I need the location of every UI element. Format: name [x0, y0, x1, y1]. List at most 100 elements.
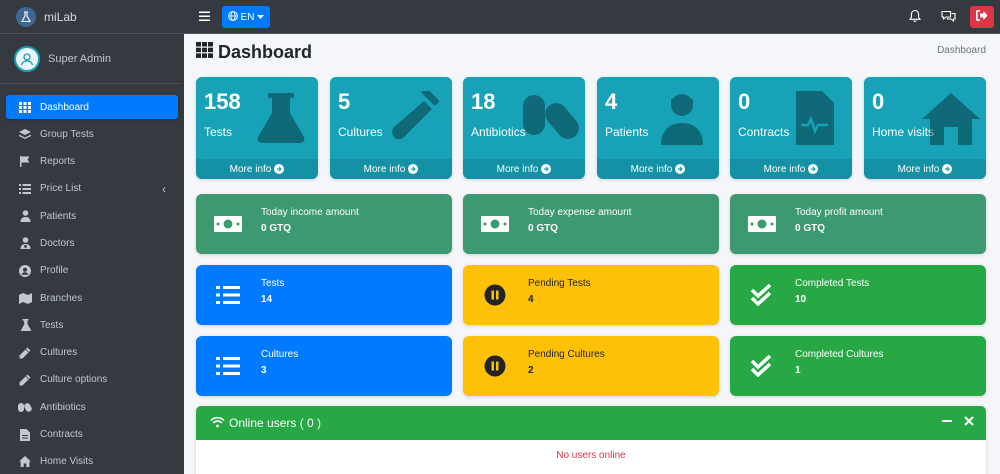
- stat-value: 0: [738, 89, 751, 114]
- sidebar-item-tests[interactable]: Tests: [6, 313, 178, 337]
- map-icon: [18, 292, 32, 304]
- sidebar-item-reports[interactable]: Reports: [6, 150, 178, 174]
- sidebar-item-doctors[interactable]: Doctors: [6, 231, 178, 255]
- sidebar-item-label: Profile: [40, 265, 69, 277]
- stat-label: Cultures: [338, 125, 383, 139]
- layers-icon: [18, 128, 32, 140]
- content-header: Dashboard Dashboard: [196, 42, 988, 66]
- home-icon: [922, 91, 980, 145]
- user-panel[interactable]: Super Admin: [0, 34, 180, 84]
- more-info-link[interactable]: More info: [463, 159, 585, 179]
- stat-value: 4: [605, 89, 618, 114]
- arrow-circle-right-icon: [541, 164, 552, 174]
- sidebar-item-label: Doctors: [40, 237, 75, 249]
- more-info-link[interactable]: More info: [864, 159, 986, 179]
- stat-label: Patients: [605, 125, 649, 139]
- sidebar-item-cultures[interactable]: Cultures: [6, 341, 178, 365]
- arrow-circle-right-icon: [942, 164, 953, 174]
- info-box-expense: Today expense amount 0 GTQ: [463, 194, 719, 254]
- info-value: 0 GTQ: [528, 223, 559, 234]
- stat-label: Antibiotics: [471, 125, 526, 139]
- minus-icon[interactable]: [942, 415, 952, 429]
- sidebar-item-home-visits[interactable]: Home Visits: [6, 450, 178, 474]
- info-box-cultures: Cultures 3: [196, 336, 452, 396]
- sidebar-item-antibiotics[interactable]: Antibiotics: [6, 395, 178, 419]
- doctor-icon: [18, 237, 32, 250]
- arrow-circle-right-icon: [675, 164, 686, 174]
- list-icon: [18, 183, 32, 195]
- home-icon: [18, 456, 32, 468]
- sidebar-item-price-list[interactable]: Price List ‹: [6, 177, 178, 201]
- sidebar-item-group-tests[interactable]: Group Tests: [6, 122, 178, 146]
- info-box-income: Today income amount 0 GTQ: [196, 194, 452, 254]
- topbar: EN: [184, 0, 1000, 34]
- info-box-pending-cultures: Pending Cultures 2: [463, 336, 719, 396]
- vial-icon: [388, 87, 442, 145]
- more-info-link[interactable]: More info: [597, 159, 719, 179]
- breadcrumb[interactable]: Dashboard: [937, 45, 986, 56]
- info-box-completed-cultures: Completed Cultures 1: [730, 336, 986, 396]
- arrow-circle-right-icon: [408, 164, 419, 174]
- info-title: Today income amount: [261, 207, 359, 218]
- stat-value: 5: [338, 89, 351, 114]
- money-icon: [210, 208, 246, 240]
- info-value: 14: [261, 294, 273, 305]
- more-info-label: More info: [897, 163, 940, 175]
- stat-box-tests: 158 Tests More info: [196, 77, 318, 179]
- sidebar-item-label: Dashboard: [40, 101, 89, 113]
- more-info-link[interactable]: More info: [330, 159, 452, 179]
- list-icon: [210, 279, 246, 311]
- more-info-label: More info: [496, 163, 539, 175]
- info-title: Pending Cultures: [528, 349, 605, 360]
- stat-box-cultures: 5 Cultures More info: [330, 77, 452, 179]
- info-box-pending-tests: Pending Tests 4: [463, 265, 719, 325]
- info-title: Cultures: [261, 349, 299, 360]
- info-value: 2: [528, 365, 534, 376]
- capsules-icon: [18, 401, 32, 413]
- check-double-icon: [744, 350, 780, 382]
- sidebar-item-patients[interactable]: Patients: [6, 204, 178, 228]
- sign-out-icon: [976, 10, 988, 24]
- caret-down-icon: [257, 12, 265, 23]
- money-icon: [477, 208, 513, 240]
- sidebar-item-profile[interactable]: Profile: [6, 259, 178, 283]
- online-users-card: Online users ( 0 ) No users online: [196, 406, 986, 474]
- user-circle-icon: [18, 264, 32, 277]
- info-box-completed-tests: Completed Tests 10: [730, 265, 986, 325]
- chevron-left-icon[interactable]: ‹: [162, 181, 166, 196]
- language-dropdown[interactable]: EN: [222, 6, 270, 28]
- info-box-tests: Tests 14: [196, 265, 452, 325]
- stat-box-home-visits: 0 Home visits More info: [864, 77, 986, 179]
- more-info-link[interactable]: More info: [730, 159, 852, 179]
- sidebar-item-contracts[interactable]: Contracts: [6, 423, 178, 447]
- avatar: [14, 45, 40, 72]
- logout-button[interactable]: [970, 6, 994, 28]
- comments-icon[interactable]: [941, 9, 957, 25]
- online-users-title: Online users ( 0 ): [229, 416, 322, 430]
- arrow-circle-right-icon: [808, 164, 819, 174]
- stat-value: 0: [872, 89, 885, 114]
- flask-icon: [254, 91, 308, 145]
- info-value: 0 GTQ: [261, 223, 292, 234]
- sidebar-item-culture-options[interactable]: Culture options: [6, 368, 178, 392]
- brand[interactable]: miLab: [0, 0, 184, 34]
- bell-icon[interactable]: [908, 9, 924, 25]
- sidebar-item-label: Group Tests: [40, 128, 94, 140]
- check-double-icon: [744, 279, 780, 311]
- close-icon[interactable]: [964, 415, 974, 429]
- sidebar-item-label: Patients: [40, 210, 77, 222]
- stat-label: Tests: [204, 125, 233, 139]
- sidebar-nav: Dashboard Group Tests Reports Price List…: [0, 84, 184, 474]
- sidebar-item-dashboard[interactable]: Dashboard: [6, 95, 178, 119]
- sidebar-item-label: Cultures: [40, 347, 78, 359]
- sidebar-item-label: Tests: [40, 319, 64, 331]
- list-icon: [210, 350, 246, 382]
- info-title: Completed Cultures: [795, 349, 884, 360]
- more-info-label: More info: [630, 163, 673, 175]
- sidebar-item-label: Branches: [40, 292, 83, 304]
- grid-icon: [196, 42, 213, 63]
- sidebar-item-label: Home Visits: [40, 456, 94, 468]
- more-info-link[interactable]: More info: [196, 159, 318, 179]
- menu-toggle-icon[interactable]: [199, 10, 213, 24]
- sidebar-item-branches[interactable]: Branches: [6, 286, 178, 310]
